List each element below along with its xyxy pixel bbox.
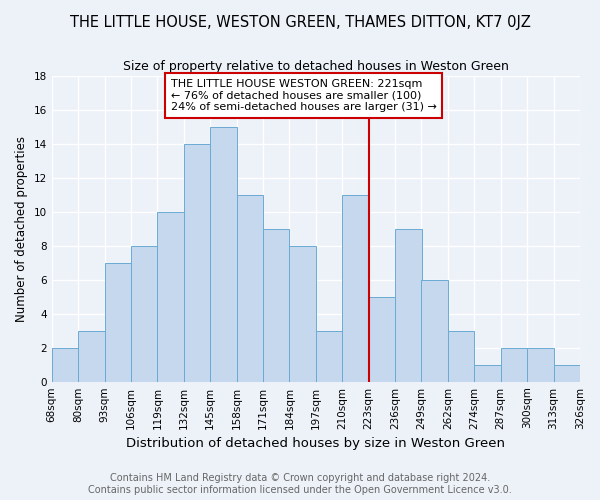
X-axis label: Distribution of detached houses by size in Weston Green: Distribution of detached houses by size … (127, 437, 505, 450)
Bar (52, 348, 78, 382)
Text: Contains HM Land Registry data © Crown copyright and database right 2024.
Contai: Contains HM Land Registry data © Crown c… (88, 474, 512, 495)
Bar (421, 280, 448, 382)
Bar (210, 126, 236, 382)
Bar (157, 212, 184, 382)
Bar (368, 296, 395, 382)
Bar (131, 246, 157, 382)
Bar (527, 348, 554, 382)
Bar (395, 228, 421, 382)
Bar (316, 330, 342, 382)
Bar (554, 364, 580, 382)
Title: Size of property relative to detached houses in Weston Green: Size of property relative to detached ho… (123, 60, 509, 73)
Y-axis label: Number of detached properties: Number of detached properties (15, 136, 28, 322)
Bar (236, 194, 263, 382)
Text: THE LITTLE HOUSE, WESTON GREEN, THAMES DITTON, KT7 0JZ: THE LITTLE HOUSE, WESTON GREEN, THAMES D… (70, 15, 530, 30)
Bar (448, 330, 475, 382)
Text: THE LITTLE HOUSE WESTON GREEN: 221sqm
← 76% of detached houses are smaller (100): THE LITTLE HOUSE WESTON GREEN: 221sqm ← … (170, 79, 436, 112)
Bar (342, 194, 368, 382)
Bar (501, 348, 527, 382)
Bar (289, 246, 316, 382)
Bar (475, 364, 501, 382)
Bar (184, 144, 210, 382)
Bar (104, 262, 131, 382)
Bar (263, 228, 289, 382)
Bar (78, 330, 104, 382)
